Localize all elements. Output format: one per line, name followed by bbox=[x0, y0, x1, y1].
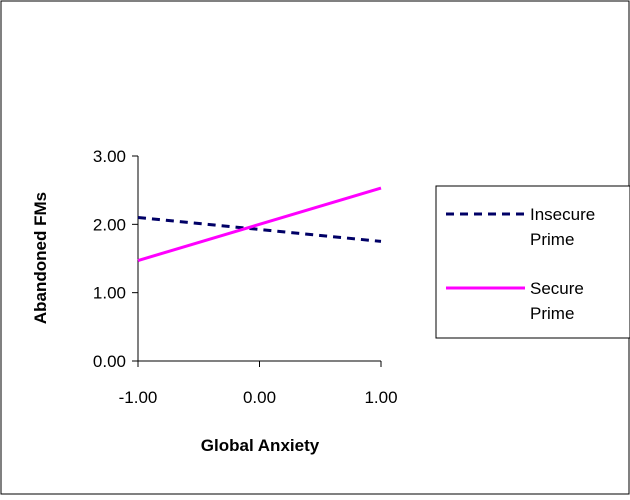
y-tick-label: 3.00 bbox=[93, 147, 126, 166]
legend-label-line: Prime bbox=[530, 304, 574, 323]
axes: 0.00 1.00 2.00 3.00 -1.00 0.00 1.00 bbox=[93, 147, 398, 407]
legend-label-line: Prime bbox=[530, 230, 574, 249]
legend-label-1: Secure Prime bbox=[530, 279, 584, 323]
series-line-0 bbox=[137, 216, 382, 243]
series-line-1 bbox=[137, 186, 382, 262]
x-tick-label: 0.00 bbox=[243, 388, 276, 407]
y-tick-label: 2.00 bbox=[93, 215, 126, 234]
legend-label-line: Insecure bbox=[530, 205, 595, 224]
x-axis-title: Global Anxiety bbox=[201, 436, 320, 455]
x-tick-label: -1.00 bbox=[119, 388, 158, 407]
legend-label-0: Insecure Prime bbox=[530, 205, 595, 249]
legend: Insecure Prime Secure Prime bbox=[435, 185, 630, 339]
y-tick-label: 1.00 bbox=[93, 284, 126, 303]
y-axis-title: Abandoned FMs bbox=[31, 192, 50, 324]
series-layer bbox=[137, 186, 382, 262]
y-tick-label: 0.00 bbox=[93, 352, 126, 371]
legend-box bbox=[435, 185, 630, 339]
x-tick-label: 1.00 bbox=[364, 388, 397, 407]
legend-label-line: Secure bbox=[530, 279, 584, 298]
